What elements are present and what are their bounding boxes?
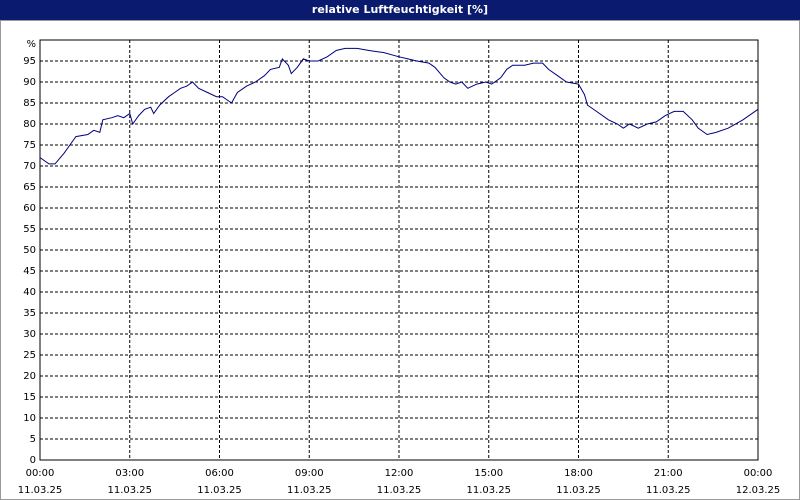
x-tick-date: 11.03.25 [107,485,152,496]
x-tick-date: 11.03.25 [377,485,422,496]
y-tick-label: 90 [23,77,36,88]
y-tick-label: 70 [23,161,36,172]
x-tick-date: 11.03.25 [287,485,332,496]
title-bar: relative Luftfeuchtigkeit [%] [0,0,800,20]
x-tick-label: 21:00 [654,468,683,479]
y-tick-label: 60 [23,203,36,214]
y-tick-label: 5 [30,434,36,445]
x-tick-label: 03:00 [115,468,144,479]
y-tick-label: 10 [23,413,36,424]
x-tick-date: 12.03.25 [736,485,781,496]
x-tick-date: 11.03.25 [18,485,63,496]
y-tick-label: % [26,39,36,50]
data-line [39,47,759,165]
x-tick-label: 06:00 [205,468,234,479]
y-tick-label: 45 [23,266,36,277]
x-tick-label: 00:00 [744,468,773,479]
x-tick-label: 00:00 [26,468,55,479]
y-tick-label: 35 [23,308,36,319]
y-tick-label: 15 [23,392,36,403]
x-tick-date: 11.03.25 [556,485,601,496]
y-tick-label: 85 [23,98,36,109]
x-tick-label: 12:00 [385,468,414,479]
y-tick-label: 55 [23,224,36,235]
y-tick-label: 20 [23,371,36,382]
y-tick-label: 95 [23,56,36,67]
x-tick-label: 15:00 [474,468,503,479]
y-tick-label: 25 [23,350,36,361]
y-tick-label: 30 [23,329,36,340]
y-tick-label: 0 [30,455,36,466]
x-tick-label: 09:00 [295,468,324,479]
frame [0,20,800,500]
y-tick-label: 65 [23,182,36,193]
y-tick-label: 50 [23,245,36,256]
plot-area [39,39,759,461]
x-tick-date: 11.03.25 [466,485,511,496]
y-tick-label: 40 [23,287,36,298]
y-tick-label: 75 [23,140,36,151]
x-tick-label: 18:00 [564,468,593,479]
x-tick-date: 11.03.25 [197,485,242,496]
x-tick-date: 11.03.25 [646,485,691,496]
y-tick-label: 80 [23,119,36,130]
